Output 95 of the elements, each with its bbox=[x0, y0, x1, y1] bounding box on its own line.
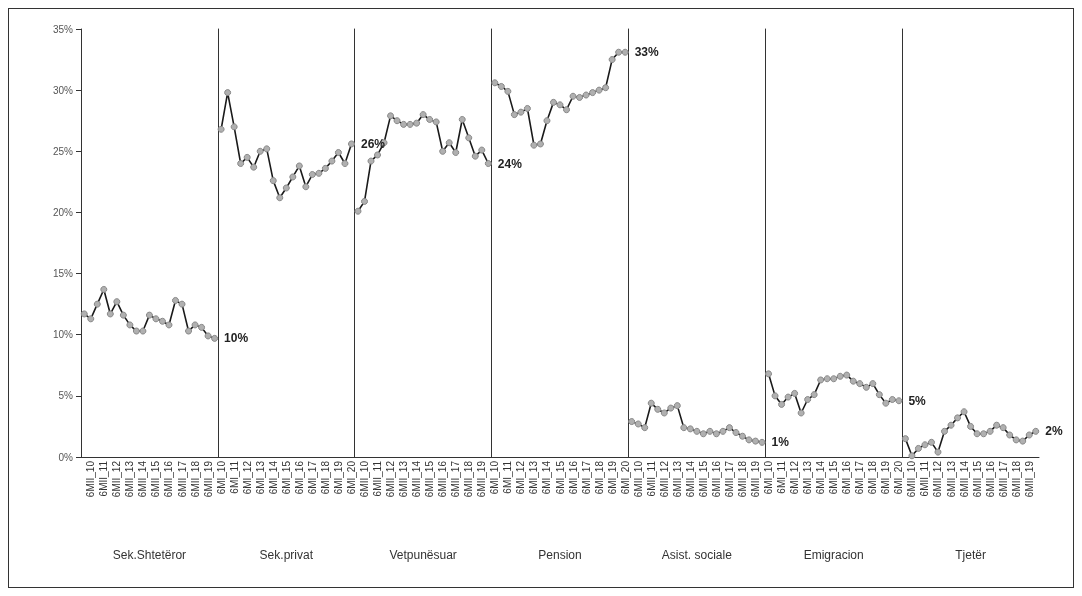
x-tick-label: 6MII_18 bbox=[1010, 460, 1022, 498]
x-tick-label: 6MII_19 bbox=[1023, 460, 1035, 498]
x-tick-label: 6MII_12 bbox=[111, 460, 123, 498]
x-tick-label: 6MI_15 bbox=[828, 460, 840, 495]
x-axis-title: Asist. sociale bbox=[661, 548, 733, 562]
x-tick-label: 6MII_16 bbox=[163, 460, 175, 498]
x-tick-label: 6MI_12 bbox=[789, 460, 801, 495]
x-tick-label: 6MI_17 bbox=[306, 460, 318, 495]
x-tick-label: 6MI_14 bbox=[267, 460, 279, 495]
data-label: 24% bbox=[497, 156, 523, 171]
x-tick-label: 6MII_16 bbox=[437, 460, 449, 498]
x-axis-title: Tjetër bbox=[955, 548, 986, 562]
x-axis-title: Pension bbox=[538, 548, 582, 562]
x-tick-label: 6MI_10 bbox=[215, 460, 227, 495]
data-label: 26% bbox=[360, 136, 386, 151]
x-tick-label: 6MI_10 bbox=[763, 460, 775, 495]
x-tick-label: 6MI_19 bbox=[332, 460, 344, 495]
x-axis-title: Sek.privat bbox=[259, 548, 314, 562]
x-tick-label: 6MII_10 bbox=[632, 460, 644, 498]
x-tick-label: 6MII_10 bbox=[85, 460, 97, 498]
x-tick-label: 6MI_20 bbox=[619, 460, 631, 495]
x-tick-label: 6MII_12 bbox=[385, 460, 397, 498]
x-tick-label: 6MII_17 bbox=[723, 460, 735, 498]
x-tick-label: 6MII_14 bbox=[411, 460, 423, 498]
data-label: 33% bbox=[634, 45, 660, 60]
x-axis-title: Emigracion bbox=[803, 548, 864, 562]
x-tick-label: 6MI_12 bbox=[241, 460, 253, 495]
x-tick-label: 6MII_12 bbox=[658, 460, 670, 498]
x-tick-label: 6MII_14 bbox=[137, 460, 149, 498]
x-tick-label: 6MI_19 bbox=[606, 460, 618, 495]
y-tick-label: 25% bbox=[52, 145, 74, 157]
data-label: 1% bbox=[771, 435, 790, 450]
x-tick-label: 6MII_19 bbox=[750, 460, 762, 498]
x-tick-label: 6MI_12 bbox=[515, 460, 527, 495]
x-tick-label: 6MI_14 bbox=[815, 460, 827, 495]
x-tick-label: 6MI_16 bbox=[567, 460, 579, 495]
y-tick-label: 0% bbox=[58, 451, 74, 463]
y-tick-label: 35% bbox=[52, 23, 74, 35]
data-label: 10% bbox=[224, 331, 249, 346]
x-tick-label: 6MI_16 bbox=[841, 460, 853, 495]
data-label: 2% bbox=[1045, 424, 1063, 439]
x-tick-label: 6MI_11 bbox=[776, 460, 788, 494]
x-tick-label: 6MI_11 bbox=[502, 460, 514, 494]
y-tick-label: 5% bbox=[58, 390, 74, 402]
x-tick-label: 6MII_13 bbox=[398, 460, 410, 498]
x-tick-label: 6MI_15 bbox=[554, 460, 566, 495]
x-tick-label: 6MII_10 bbox=[358, 460, 370, 498]
x-tick-label: 6MI_15 bbox=[280, 460, 292, 495]
x-tick-label: 6MI_18 bbox=[593, 460, 605, 495]
x-axis-title: Sek.Shtetëror bbox=[112, 548, 187, 562]
x-tick-label: 6MII_13 bbox=[124, 460, 136, 498]
x-tick-label: 6MI_10 bbox=[489, 460, 501, 495]
x-tick-label: 6MI_20 bbox=[893, 460, 905, 495]
x-tick-label: 6MII_17 bbox=[176, 460, 188, 498]
x-tick-label: 6MI_17 bbox=[580, 460, 592, 495]
x-tick-label: 6MII_11 bbox=[645, 460, 657, 497]
x-tick-label: 6MI_20 bbox=[345, 460, 357, 495]
x-tick-label: 6MII_11 bbox=[919, 460, 931, 497]
x-tick-label: 6MII_13 bbox=[945, 460, 957, 498]
x-tick-label: 6MII_15 bbox=[971, 460, 983, 498]
x-tick-label: 6MII_15 bbox=[150, 460, 162, 498]
x-tick-label: 6MII_13 bbox=[671, 460, 683, 498]
x-tick-label: 6MI_19 bbox=[880, 460, 892, 495]
x-tick-label: 6MI_13 bbox=[254, 460, 266, 495]
x-tick-label: 6MII_14 bbox=[958, 460, 970, 498]
y-tick-label: 10% bbox=[52, 329, 74, 341]
x-tick-label: 6MII_18 bbox=[736, 460, 748, 498]
x-tick-label: 6MII_18 bbox=[463, 460, 475, 498]
x-tick-label: 6MI_11 bbox=[228, 460, 240, 494]
x-tick-label: 6MII_11 bbox=[98, 460, 110, 497]
x-tick-label: 6MI_16 bbox=[293, 460, 305, 495]
x-tick-label: 6MII_17 bbox=[997, 460, 1009, 498]
x-tick-label: 6MII_16 bbox=[710, 460, 722, 498]
x-tick-label: 6MI_14 bbox=[541, 460, 553, 495]
x-tick-label: 6MII_18 bbox=[189, 460, 201, 498]
data-label: 5% bbox=[908, 393, 927, 408]
y-tick-label: 20% bbox=[52, 206, 74, 218]
x-tick-label: 6MII_19 bbox=[202, 460, 214, 498]
x-tick-label: 6MI_17 bbox=[854, 460, 866, 495]
x-tick-label: 6MII_12 bbox=[932, 460, 944, 498]
x-tick-label: 6MII_19 bbox=[476, 460, 488, 498]
x-tick-label: 6MII_14 bbox=[684, 460, 696, 498]
x-axis-title: Vetpunësuar bbox=[389, 548, 457, 562]
y-tick-label: 30% bbox=[52, 84, 74, 96]
y-tick-label: 15% bbox=[52, 268, 74, 280]
x-tick-label: 6MII_15 bbox=[424, 460, 436, 498]
x-tick-label: 6MII_11 bbox=[372, 460, 384, 497]
x-tick-label: 6MII_17 bbox=[450, 460, 462, 498]
x-tick-label: 6MI_13 bbox=[528, 460, 540, 495]
x-tick-label: 6MI_18 bbox=[867, 460, 879, 495]
x-tick-label: 6MII_15 bbox=[697, 460, 709, 498]
x-tick-label: 6MII_10 bbox=[906, 460, 918, 498]
x-tick-label: 6MII_16 bbox=[984, 460, 996, 498]
x-tick-label: 6MI_13 bbox=[802, 460, 814, 495]
x-tick-label: 6MI_18 bbox=[319, 460, 331, 495]
